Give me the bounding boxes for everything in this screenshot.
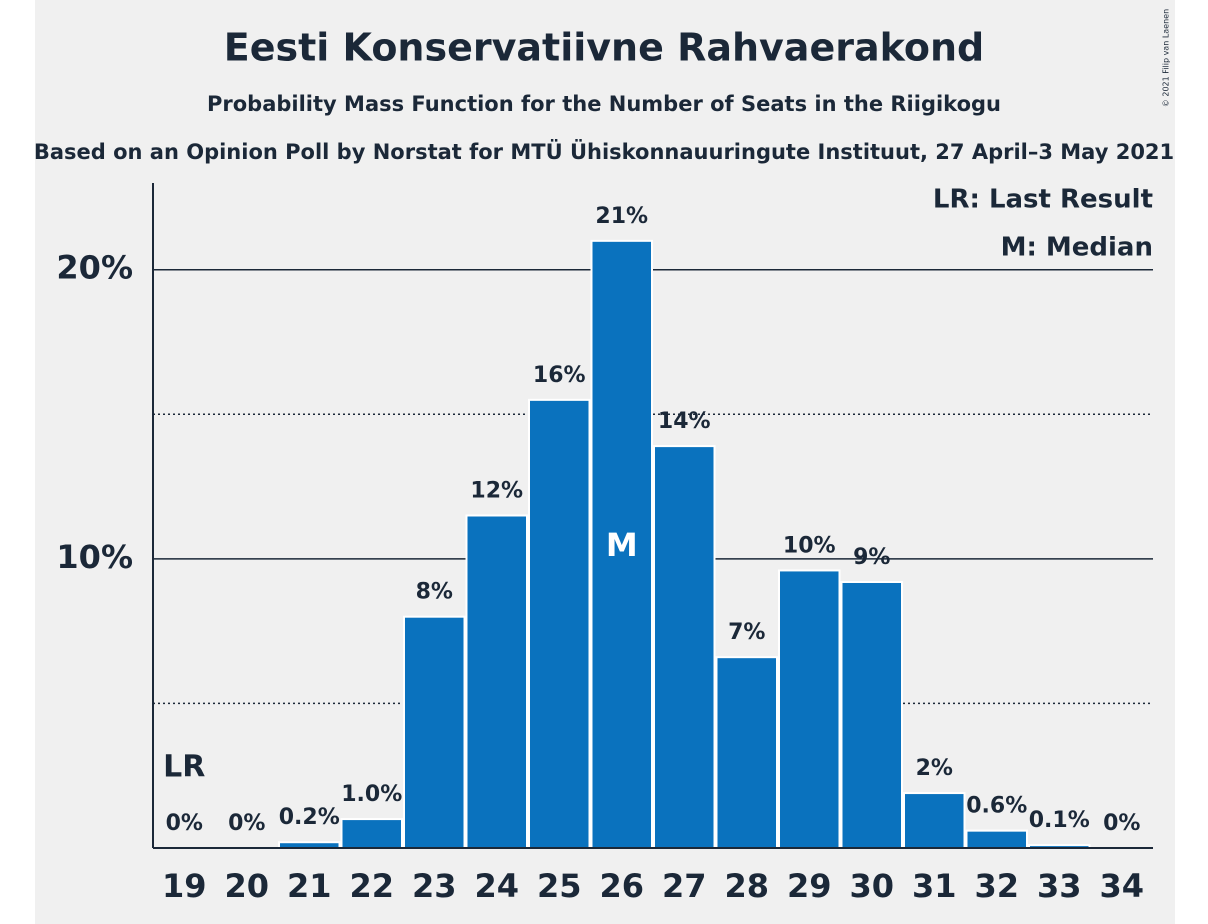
value-label: 0.1%: [1029, 808, 1090, 833]
bar: [715, 656, 778, 849]
bar: [528, 398, 591, 849]
x-tick-label: 24: [474, 867, 519, 905]
value-label: 2%: [916, 756, 953, 781]
x-tick-label: 29: [787, 867, 832, 905]
chart-source: Based on an Opinion Poll by Norstat for …: [34, 139, 1174, 164]
x-tick-label: 21: [287, 867, 332, 905]
value-label: 7%: [728, 620, 765, 645]
bar: [903, 792, 966, 850]
legend-entry: M: Median: [1001, 233, 1153, 263]
bar: [465, 514, 528, 849]
y-tick-label: 10%: [56, 538, 133, 576]
y-tick-label: 20%: [56, 249, 133, 287]
x-tick-label: 25: [537, 867, 582, 905]
x-tick-label: 22: [349, 867, 394, 905]
value-label: 10%: [783, 533, 836, 558]
x-tick-label: 28: [724, 867, 769, 905]
bar: [403, 615, 466, 850]
value-label: 14%: [658, 409, 711, 434]
x-tick-label: 32: [974, 867, 1019, 905]
bar: [653, 445, 716, 849]
x-tick-label: 31: [912, 867, 957, 905]
value-label: 9%: [853, 545, 890, 570]
value-label: 0.2%: [279, 805, 340, 830]
x-tick-label: 19: [162, 867, 207, 905]
value-label: 0%: [228, 811, 265, 836]
value-label: 0%: [1103, 811, 1140, 836]
copyright: © 2021 Filip van Laenen: [1162, 9, 1171, 107]
value-label: 0%: [166, 811, 203, 836]
median-label: M: [606, 526, 638, 564]
chart-title: Eesti Konservatiivne Rahvaerakond: [224, 26, 984, 70]
x-tick-label: 20: [224, 867, 269, 905]
last-result-label: LR: [163, 750, 205, 785]
x-tick-label: 23: [412, 867, 457, 905]
x-tick-label: 33: [1037, 867, 1082, 905]
bar: [778, 569, 841, 849]
x-tick-label: 30: [849, 867, 894, 905]
bar: [590, 239, 653, 849]
value-label: 16%: [533, 363, 586, 388]
bar: [840, 581, 903, 849]
value-label: 8%: [416, 580, 453, 605]
bar: [965, 829, 1028, 849]
bar: [340, 818, 403, 850]
x-tick-label: 27: [662, 867, 707, 905]
legend-entry: LR: Last Result: [933, 185, 1153, 215]
value-label: 12%: [470, 479, 523, 504]
x-tick-label: 34: [1099, 867, 1144, 905]
value-label: 21%: [595, 204, 648, 229]
chart-subtitle: Probability Mass Function for the Number…: [207, 92, 1001, 116]
x-tick-label: 26: [599, 867, 644, 905]
value-label: 1.0%: [341, 782, 402, 807]
value-label: 0.6%: [966, 794, 1027, 819]
